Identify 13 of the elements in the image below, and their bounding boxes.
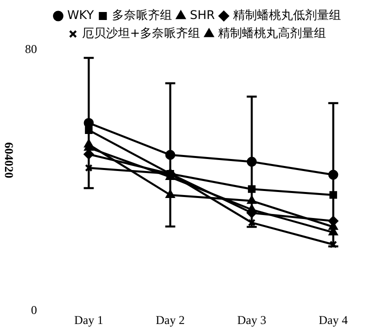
x-tick-label: Day 1 [74, 312, 104, 327]
text: 604020 [2, 142, 16, 178]
legend-label: WKY [67, 8, 94, 22]
legend-label: SHR [190, 8, 215, 22]
x-tick-label: Day 2 [156, 312, 185, 327]
legend-label: 精制蟠桃丸高剂量组 [218, 26, 326, 40]
x-tick-label: Day 4 [318, 312, 348, 327]
legend-label: 多奈哌齐组 [112, 8, 172, 22]
y-tick-label: 0 [31, 302, 37, 317]
legend-label: 精制蟠桃丸低剂量组 [232, 8, 341, 22]
x-tick-label: Day 3 [237, 312, 266, 327]
y-tick-label: 80 [25, 42, 37, 56]
legend-label: 厄贝沙坦+多奈哌齐组 [82, 26, 200, 40]
